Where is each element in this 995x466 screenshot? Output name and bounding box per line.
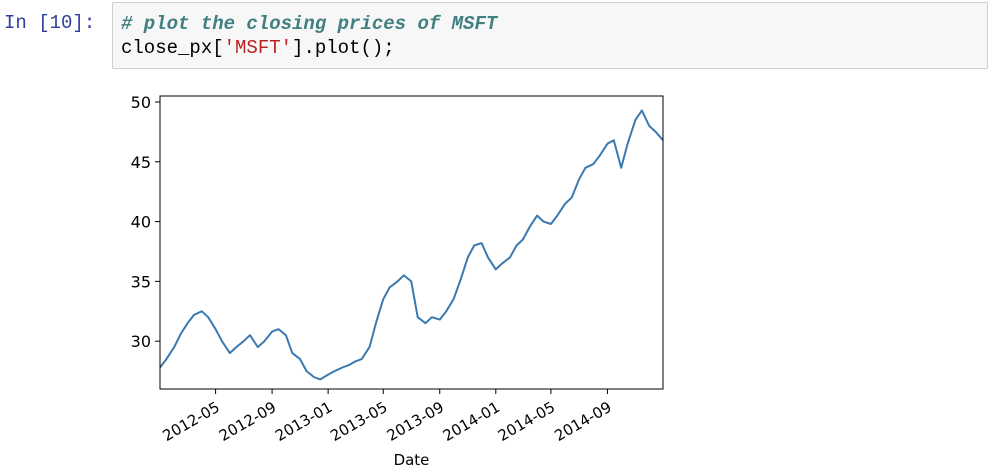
y-tick-label: 45 xyxy=(131,153,151,172)
output-area: 30 35 40 45 50 2012-05 2012-09 2013-01 2013-05 20… xyxy=(110,86,690,466)
y-tick-label: 30 xyxy=(131,332,151,351)
y-tick-label: 40 xyxy=(131,213,151,232)
input-prompt: In [10]: xyxy=(4,12,96,34)
series-line xyxy=(159,109,664,381)
x-tick-label: 2012-09 xyxy=(216,398,279,445)
x-axis-label: Date xyxy=(394,451,430,466)
x-tick-label: 2013-09 xyxy=(384,398,447,445)
code-suffix: ].plot(); xyxy=(292,37,395,59)
y-tick-label: 35 xyxy=(131,272,151,291)
x-tick-label: 2014-09 xyxy=(551,398,614,445)
code-comment: # plot the closing prices of MSFT xyxy=(121,13,498,35)
x-tick-label: 2014-01 xyxy=(440,398,503,445)
x-tick-label: 2014-05 xyxy=(495,398,558,445)
x-tick-label: 2013-05 xyxy=(327,398,390,445)
y-tick-label: 50 xyxy=(131,93,151,112)
x-tick-label: 2013-01 xyxy=(272,398,335,445)
plot-frame xyxy=(159,95,664,390)
code-string-literal: 'MSFT' xyxy=(223,37,293,59)
code-prefix: close_px[ xyxy=(121,37,224,59)
x-tick-label: 2012-05 xyxy=(160,398,223,445)
code-editor[interactable]: # plot the closing prices of MSFT close_… xyxy=(112,2,988,69)
line-chart: 30354045502012-052012-092013-012013-0520… xyxy=(131,93,664,466)
code-statement: close_px['MSFT'].plot(); xyxy=(121,36,987,60)
